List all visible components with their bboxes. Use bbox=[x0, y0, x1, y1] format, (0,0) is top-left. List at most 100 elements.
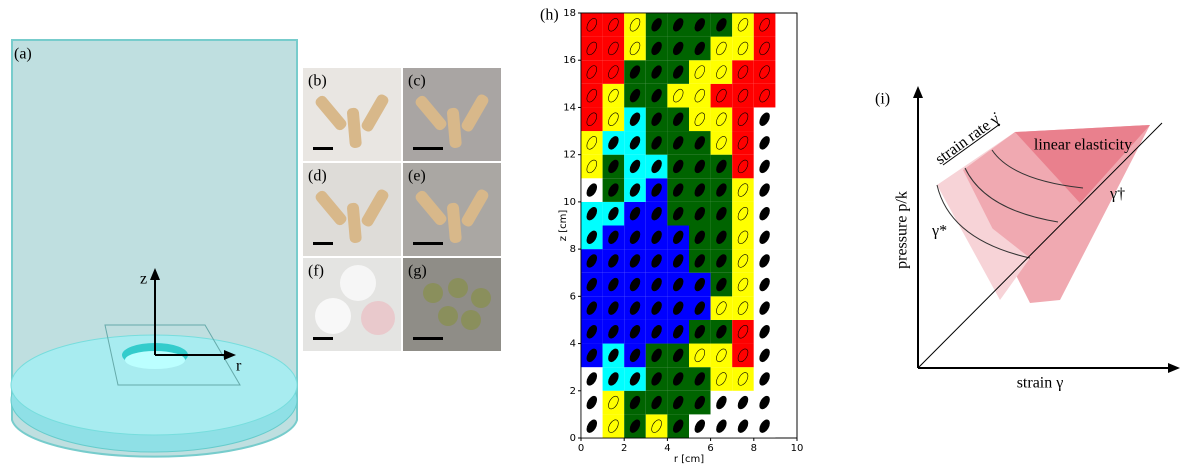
orientation-mark bbox=[629, 254, 641, 268]
orientation-mark bbox=[608, 41, 619, 56]
cell bbox=[732, 13, 754, 37]
y-tick-label: 10 bbox=[563, 197, 576, 208]
orientation-mark bbox=[672, 301, 684, 315]
cell bbox=[602, 13, 625, 37]
orientation-mark bbox=[716, 254, 727, 268]
dowel bbox=[447, 202, 462, 243]
orientation-mark bbox=[737, 254, 749, 268]
scale-bar bbox=[413, 147, 443, 150]
orientation-mark bbox=[651, 112, 662, 126]
cell bbox=[732, 83, 754, 108]
panel-label: (a) bbox=[14, 46, 32, 63]
panel-label: (i) bbox=[875, 91, 890, 108]
cell bbox=[602, 390, 625, 415]
scale-bar bbox=[413, 242, 443, 245]
cell bbox=[667, 83, 689, 108]
ball bbox=[315, 298, 351, 334]
orientation-mark bbox=[737, 112, 749, 126]
region bbox=[1015, 125, 1150, 203]
orientation-mark bbox=[759, 254, 770, 268]
orientation-mark bbox=[629, 18, 641, 32]
orientation-mark bbox=[586, 372, 598, 386]
orientation-mark bbox=[716, 136, 727, 150]
ball bbox=[461, 310, 481, 330]
orientation-mark bbox=[586, 183, 598, 197]
panel-label: (f) bbox=[308, 263, 324, 280]
cell bbox=[753, 60, 776, 84]
ball bbox=[361, 301, 395, 335]
orientation-mark bbox=[608, 372, 619, 386]
arrow-head bbox=[913, 86, 923, 98]
orientation-mark bbox=[651, 419, 662, 433]
orientation-mark bbox=[651, 325, 662, 339]
cell bbox=[710, 343, 733, 368]
orientation-mark bbox=[716, 348, 727, 363]
panel-label: (b) bbox=[308, 73, 327, 90]
cell bbox=[602, 414, 625, 438]
orientation-mark bbox=[629, 112, 641, 126]
orientation-mark bbox=[586, 419, 598, 433]
orientation-mark bbox=[759, 41, 770, 56]
cell bbox=[732, 249, 754, 273]
axis-label: pressure p/k bbox=[894, 191, 911, 269]
cell bbox=[710, 107, 733, 132]
cell bbox=[624, 13, 646, 37]
cell bbox=[732, 225, 754, 250]
orientation-mark bbox=[651, 348, 662, 363]
orientation-mark bbox=[672, 419, 684, 433]
orientation-mark bbox=[586, 159, 598, 174]
orientation-mark bbox=[694, 230, 706, 244]
orientation-mark bbox=[586, 207, 598, 221]
orientation-mark bbox=[608, 136, 619, 150]
orientation-mark bbox=[651, 372, 662, 386]
axis-label: strain γ bbox=[1017, 375, 1064, 392]
orientation-mark bbox=[672, 277, 684, 292]
dowel bbox=[461, 189, 489, 227]
orientation-mark bbox=[586, 88, 598, 103]
ball bbox=[340, 265, 376, 301]
orientation-mark bbox=[737, 136, 749, 150]
orientation-mark bbox=[672, 65, 684, 79]
dowel bbox=[461, 94, 489, 132]
orientation-mark bbox=[651, 88, 662, 103]
orientation-mark bbox=[759, 348, 770, 363]
orientation-mark bbox=[716, 112, 727, 126]
cell bbox=[710, 131, 733, 155]
orientation-mark bbox=[716, 230, 727, 244]
orientation-mark bbox=[716, 41, 727, 56]
cell bbox=[710, 296, 733, 320]
orientation-mark bbox=[759, 18, 770, 32]
orientation-mark bbox=[759, 277, 770, 292]
dowel bbox=[347, 107, 362, 148]
orientation-mark bbox=[651, 65, 662, 79]
orientation-mark bbox=[672, 112, 684, 126]
orientation-mark bbox=[651, 207, 662, 221]
orientation-mark bbox=[651, 18, 662, 32]
cell bbox=[581, 36, 603, 61]
cell bbox=[710, 367, 733, 391]
orientation-mark bbox=[716, 372, 727, 386]
orientation-mark bbox=[737, 419, 749, 433]
orientation-mark bbox=[694, 18, 706, 32]
cell bbox=[732, 201, 754, 226]
cell bbox=[732, 343, 754, 368]
orientation-mark bbox=[608, 183, 619, 197]
orientation-mark bbox=[759, 136, 770, 150]
orientation-mark bbox=[759, 183, 770, 197]
y-tick-label: 16 bbox=[563, 55, 576, 66]
orientation-mark bbox=[629, 183, 641, 197]
orientation-mark bbox=[759, 395, 770, 410]
orientation-mark bbox=[737, 18, 749, 32]
cell bbox=[732, 154, 754, 179]
orientation-mark bbox=[759, 301, 770, 315]
orientation-mark bbox=[694, 41, 706, 56]
y-tick-label: 6 bbox=[570, 291, 576, 302]
orientation-mark bbox=[759, 419, 770, 433]
dowel bbox=[415, 190, 447, 226]
cell bbox=[581, 13, 603, 37]
scale-bar bbox=[313, 242, 333, 245]
plot-frame bbox=[580, 12, 798, 439]
orientation-mark bbox=[651, 277, 662, 292]
cell bbox=[753, 36, 776, 61]
